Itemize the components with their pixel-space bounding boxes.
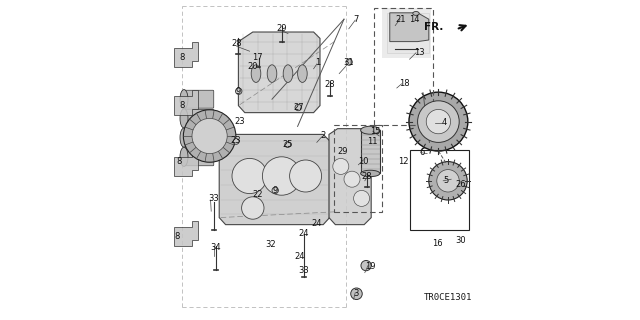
Text: 22: 22 [253,190,263,199]
Text: 9: 9 [236,87,241,96]
Text: 18: 18 [399,79,410,88]
Text: 27: 27 [293,103,303,112]
Circle shape [295,104,301,111]
Text: 16: 16 [432,239,442,248]
Circle shape [192,118,227,154]
Text: 24: 24 [312,220,322,228]
Ellipse shape [298,65,307,82]
Text: TR0CE1301: TR0CE1301 [424,293,472,302]
Circle shape [429,162,467,200]
FancyBboxPatch shape [183,129,214,147]
Text: 20: 20 [247,62,257,71]
Text: FR.: FR. [424,22,443,32]
Polygon shape [174,150,198,176]
Text: 24: 24 [294,252,305,261]
Text: 4: 4 [441,118,447,127]
Circle shape [183,110,236,162]
Bar [410,150,468,230]
Text: 26: 26 [456,180,466,189]
Polygon shape [174,90,198,115]
Circle shape [409,92,468,151]
Text: 12: 12 [398,157,408,166]
FancyBboxPatch shape [183,90,214,108]
Ellipse shape [268,65,277,82]
Circle shape [426,109,451,134]
FancyBboxPatch shape [183,109,214,127]
Circle shape [344,171,360,187]
Text: 32: 32 [266,240,276,249]
Text: 2: 2 [321,131,326,140]
Circle shape [232,158,268,194]
Ellipse shape [180,128,188,147]
Circle shape [242,197,264,219]
Ellipse shape [180,147,188,166]
Text: 23: 23 [231,136,241,145]
Polygon shape [219,134,330,225]
Text: 33: 33 [298,266,309,275]
Text: 1: 1 [315,58,320,67]
Text: 21: 21 [396,15,406,24]
Text: 31: 31 [344,58,354,67]
FancyBboxPatch shape [183,148,214,166]
Text: 8: 8 [177,157,182,166]
Ellipse shape [413,12,419,15]
Circle shape [285,142,291,148]
Polygon shape [383,8,431,58]
Text: 29: 29 [337,147,348,156]
Circle shape [346,59,352,65]
Circle shape [272,187,278,194]
Ellipse shape [180,90,188,109]
Text: 29: 29 [276,24,287,33]
Text: 13: 13 [414,48,424,57]
Ellipse shape [251,65,261,82]
Text: 28: 28 [232,39,242,48]
Bar [361,130,380,173]
Polygon shape [329,129,371,225]
Text: 8: 8 [179,101,184,110]
Circle shape [437,170,460,192]
Circle shape [333,158,349,174]
Text: 9: 9 [273,186,278,195]
Text: 33: 33 [209,194,219,203]
Text: 30: 30 [456,236,466,245]
Circle shape [236,88,242,94]
Text: 28: 28 [324,80,335,89]
Text: 3: 3 [354,289,359,298]
Ellipse shape [283,65,293,82]
Ellipse shape [180,109,188,128]
Text: 14: 14 [409,15,420,24]
Polygon shape [174,221,198,246]
Text: 11: 11 [367,137,378,146]
Polygon shape [174,42,198,67]
Text: 34: 34 [211,244,221,252]
Circle shape [351,288,362,300]
Text: 23: 23 [234,117,245,126]
Circle shape [417,101,460,142]
Text: 24: 24 [299,229,309,238]
Text: 25: 25 [282,140,292,149]
Text: 8: 8 [179,53,184,62]
Polygon shape [239,32,320,113]
Text: 6: 6 [420,148,425,157]
Text: 8: 8 [174,232,179,241]
Bar [374,8,433,125]
Ellipse shape [361,170,380,177]
Text: 10: 10 [358,157,369,166]
Circle shape [262,157,301,195]
Bar [334,125,383,212]
Text: 5: 5 [443,176,449,185]
Text: 28: 28 [362,172,372,181]
Ellipse shape [361,126,380,134]
Circle shape [290,160,322,192]
Polygon shape [387,13,429,53]
Text: 7: 7 [353,15,359,24]
Text: 17: 17 [252,53,263,62]
Circle shape [354,190,370,206]
Circle shape [233,139,239,144]
Text: 19: 19 [365,262,376,271]
Text: 15: 15 [370,127,380,136]
Circle shape [361,260,371,271]
Polygon shape [390,13,429,42]
